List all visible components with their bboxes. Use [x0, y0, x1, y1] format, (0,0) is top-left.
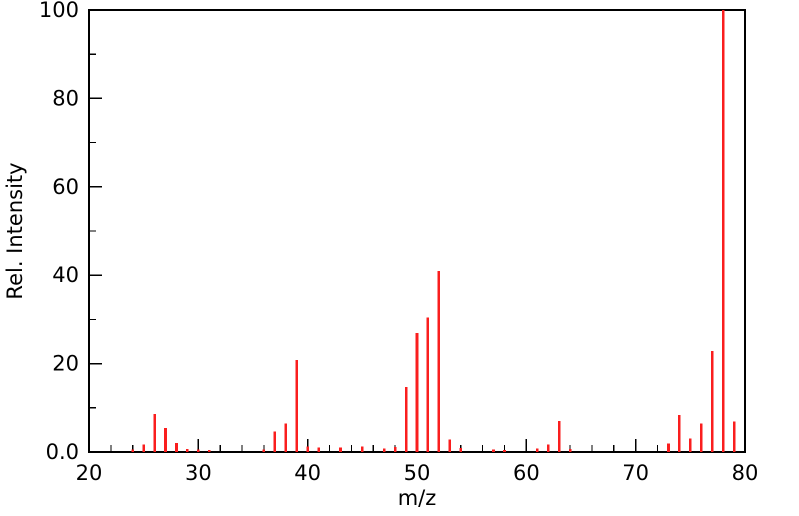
x-axis-tick-label: 20: [76, 461, 103, 485]
x-axis-tick-labels: 20 30 40 50 60 70 80: [76, 461, 759, 485]
y-axis-tick-label: 0.0: [46, 440, 79, 464]
x-axis-tick-label: 80: [732, 461, 759, 485]
y-axis-major-ticks: [89, 9, 102, 453]
x-axis-tick-label: 40: [294, 461, 321, 485]
x-axis-title: m/z: [398, 486, 437, 510]
y-axis-tick-label: 60: [52, 175, 79, 199]
y-axis-tick-label: 100: [39, 0, 79, 22]
x-axis-tick-label: 70: [622, 461, 649, 485]
y-axis-tick-labels: 0.0 20 40 60 80 100: [39, 0, 79, 464]
x-axis-tick-label: 60: [513, 461, 540, 485]
y-axis-tick-label: 80: [52, 86, 79, 110]
spectrum-peaks: [131, 10, 736, 452]
x-axis-tick-label: 50: [404, 461, 431, 485]
y-axis-tick-label: 40: [52, 263, 79, 287]
y-axis-title: Rel. Intensity: [3, 162, 27, 299]
x-axis-tick-label: 30: [185, 461, 212, 485]
y-axis-minor-ticks: [89, 53, 96, 409]
y-axis-tick-label: 20: [52, 352, 79, 376]
